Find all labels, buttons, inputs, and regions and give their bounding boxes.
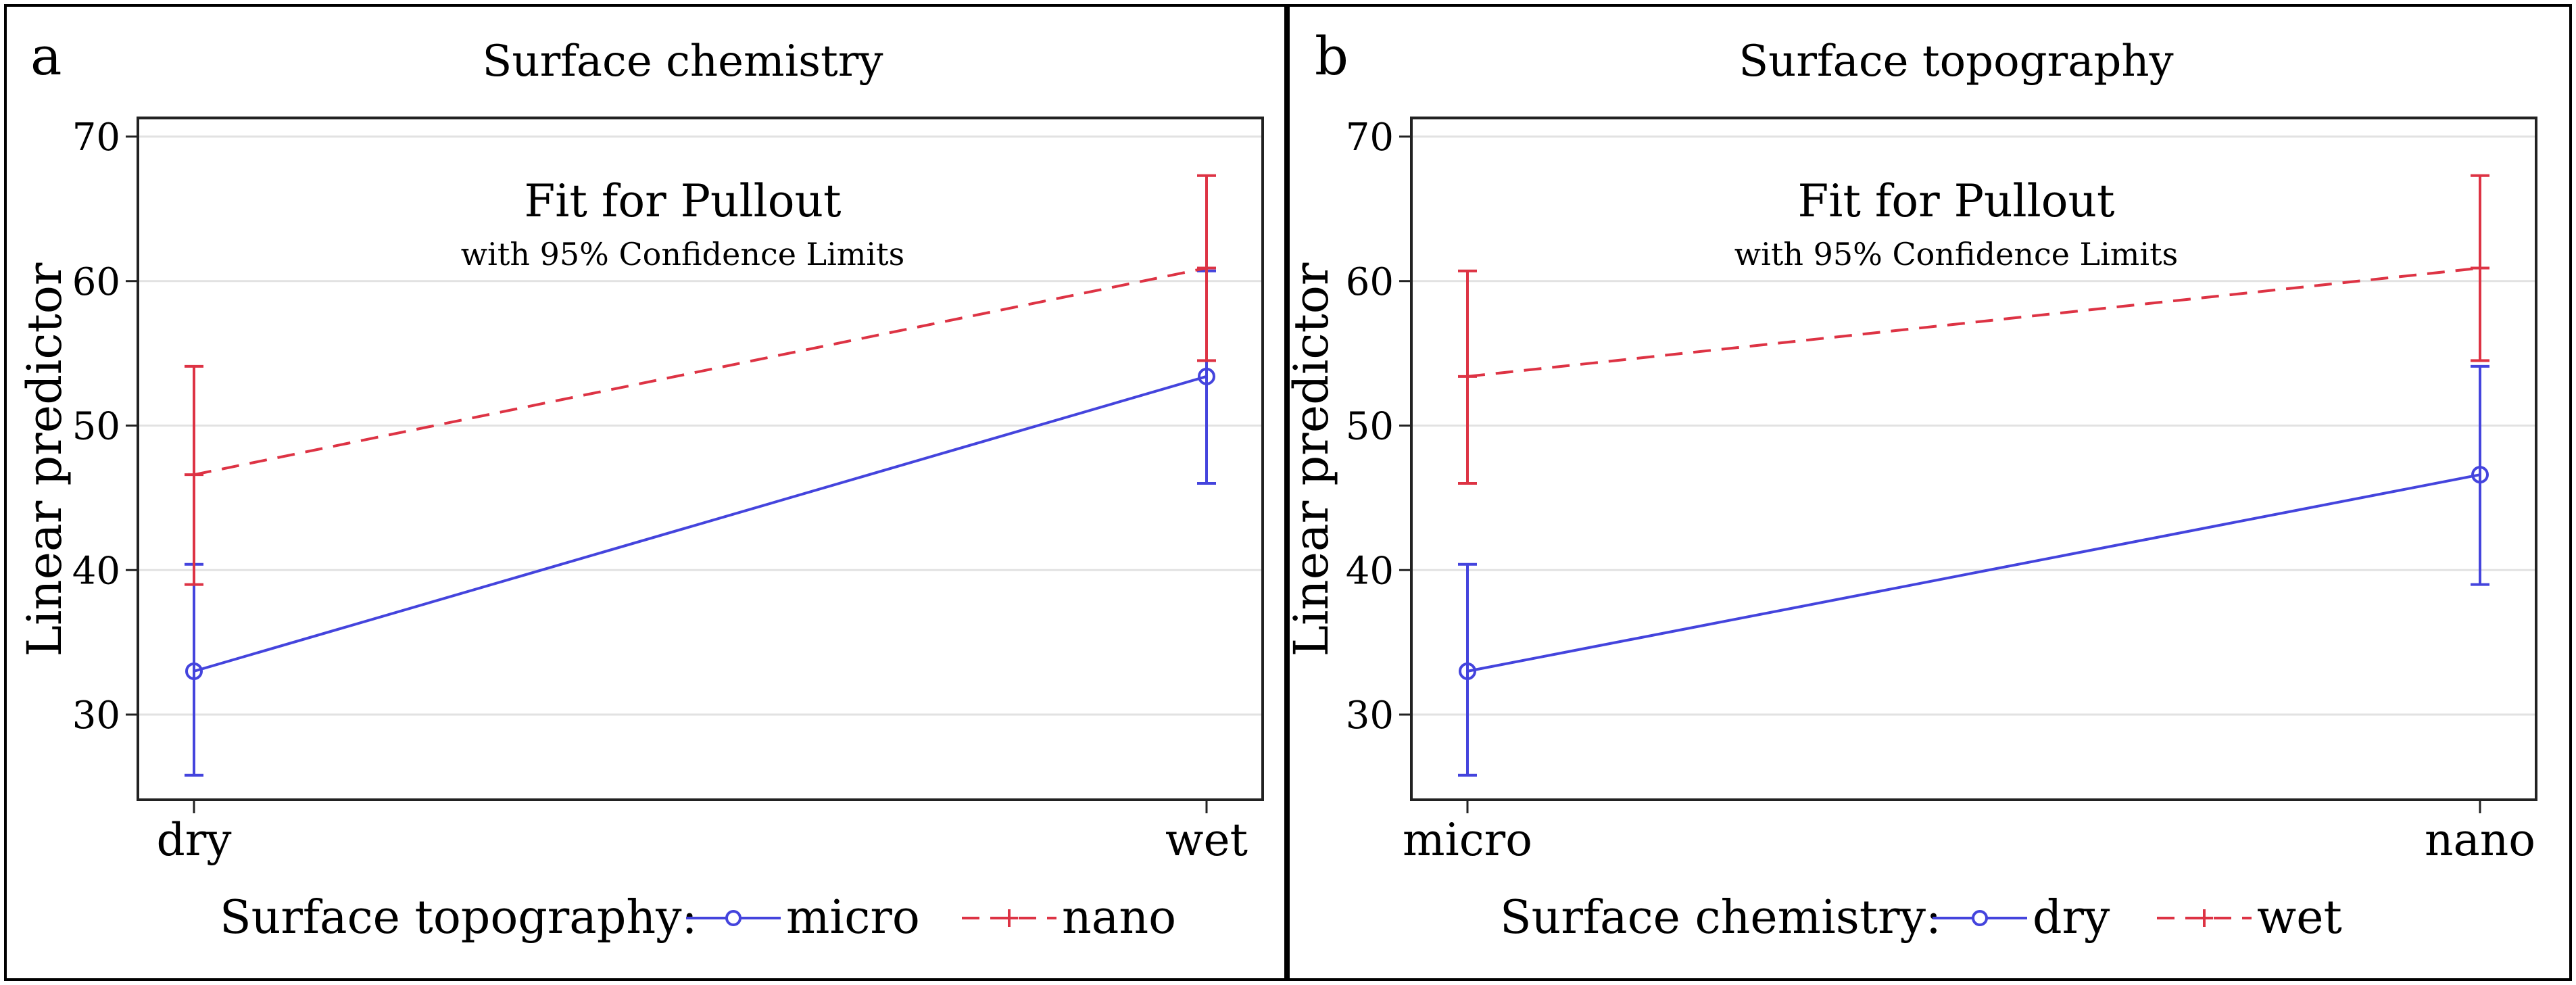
legend-marker	[725, 910, 742, 926]
legend-marker	[2195, 909, 2213, 927]
series-line	[1467, 473, 2481, 673]
legend: Surface chemistry: dry wet	[1500, 891, 2342, 944]
series-line	[1467, 266, 2481, 378]
legend-marker	[1000, 909, 1018, 927]
inner-title: Fit for Pullout	[1798, 175, 2115, 227]
panel-a: a Surface chemistry 30 40 50 60 70 Fit for Pull…	[4, 4, 1287, 981]
panel-label: a	[30, 26, 62, 87]
data-point	[185, 465, 203, 485]
panel-label: b	[1315, 26, 1348, 87]
series-micro	[185, 269, 1216, 777]
y-tick-label: 60	[72, 260, 120, 304]
y-axis-label: Linear predictor	[17, 262, 72, 656]
panel-border	[4, 4, 1287, 981]
y-tick-label: 70	[72, 116, 120, 160]
y-tick-label: 30	[1346, 694, 1394, 738]
legend-label: micro	[786, 891, 920, 944]
panel-title: Surface chemistry	[483, 37, 883, 87]
data-point	[2471, 258, 2489, 278]
series-line	[193, 375, 1207, 673]
data-point	[1459, 662, 1476, 680]
y-tick-label: 60	[1346, 260, 1394, 304]
data-point	[2471, 466, 2489, 484]
y-tick-label: 30	[72, 694, 120, 738]
y-tick-label: 40	[1346, 549, 1394, 593]
panel-border	[1287, 4, 2572, 981]
x-tick-label: nano	[2425, 814, 2535, 866]
data-point	[185, 662, 203, 680]
series-line	[193, 266, 1207, 477]
y-tick-label: 70	[1346, 116, 1394, 160]
legend-label: dry	[2033, 891, 2110, 944]
legend: Surface topography: micro nano	[220, 891, 1176, 944]
inner-subtitle: with 95% Confidence Limits	[1734, 236, 2178, 272]
x-tick-label: micro	[1403, 814, 1532, 866]
legend-marker	[1972, 910, 1988, 926]
y-tick-label: 50	[1346, 405, 1394, 449]
data-point	[1198, 367, 1215, 385]
plot-area	[1410, 116, 2537, 801]
series-wet	[1458, 174, 2489, 485]
plot-area	[137, 116, 1264, 801]
data-point	[1458, 366, 1477, 386]
y-tick-label: 40	[72, 549, 120, 593]
legend-label: wet	[2257, 891, 2342, 944]
inner-subtitle: with 95% Confidence Limits	[461, 236, 904, 272]
panel-title: Surface topography	[1739, 37, 2173, 87]
inner-title: Fit for Pullout	[525, 175, 842, 227]
panel-b: b Surface topography 30 40 50 60 70 Fit for Pul…	[1284, 4, 2572, 981]
legend-title: Surface chemistry:	[1500, 891, 1941, 944]
x-tick-label: wet	[1165, 814, 1248, 866]
y-axis-label: Linear predictor	[1284, 262, 1339, 656]
y-tick-label: 50	[72, 405, 120, 449]
series-dry	[1458, 364, 2489, 777]
series-nano	[185, 174, 1216, 586]
data-point	[1197, 258, 1216, 278]
legend-title: Surface topography:	[220, 891, 698, 944]
legend-label: nano	[1062, 891, 1176, 944]
x-tick-label: dry	[156, 814, 232, 866]
